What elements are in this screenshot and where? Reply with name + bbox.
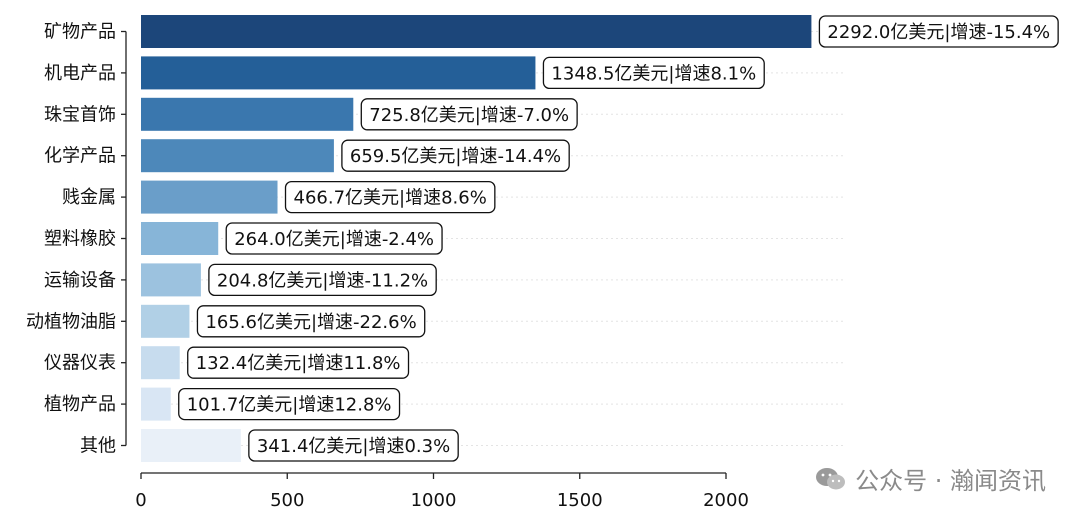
y-tick-label: 贱金属 — [62, 187, 116, 208]
x-tick-label: 0 — [135, 490, 146, 511]
data-label-text: 132.4亿美元|增速11.8% — [196, 353, 401, 374]
data-label-2: 1348.5亿美元|增速8.1% — [542, 56, 765, 90]
x-tick-label: 500 — [270, 490, 304, 511]
data-label-box — [360, 98, 578, 131]
y-tick-label: 矿物产品 — [44, 22, 116, 43]
x-tick-label: 1000 — [411, 490, 457, 511]
bar-9 — [141, 346, 180, 380]
bar-10 — [141, 387, 171, 421]
y-tick-label: 化学产品 — [44, 146, 116, 167]
data-label-8: 165.6亿美元|增速-22.6% — [196, 305, 426, 338]
y-tick-label: 运输设备 — [44, 270, 116, 291]
data-label-box — [284, 180, 496, 214]
data-label-text: 101.7亿美元|增速12.8% — [187, 395, 392, 416]
data-label-box — [818, 15, 1059, 48]
data-label-box — [542, 56, 765, 90]
data-label-text: 725.8亿美元|增速-7.0% — [369, 105, 569, 126]
data-label-box — [196, 305, 426, 338]
y-tick-label: 机电产品 — [44, 63, 116, 84]
bar-4 — [141, 139, 334, 173]
y-tick-label: 珠宝首饰 — [44, 104, 116, 125]
data-label-4: 659.5亿美元|增速-14.4% — [341, 139, 570, 172]
data-label-text: 165.6亿美元|增速-22.6% — [205, 312, 416, 333]
data-label-box — [187, 346, 410, 379]
data-label-11: 341.4亿美元|增速0.3% — [248, 429, 459, 462]
data-label-box — [225, 222, 443, 255]
data-label-text: 2292.0亿美元|增速-15.4% — [827, 22, 1050, 43]
bar-7 — [141, 263, 201, 297]
watermark: 公众号 · 瀚闻资讯 — [815, 461, 1046, 496]
data-label-box — [248, 429, 459, 462]
data-label-box — [208, 263, 437, 297]
bar-11 — [141, 429, 241, 462]
data-label-5: 466.7亿美元|增速8.6% — [284, 180, 496, 214]
data-label-10: 101.7亿美元|增速12.8% — [178, 387, 401, 421]
y-tick-label: 其他 — [80, 436, 116, 457]
bar-2 — [141, 56, 536, 90]
data-label-text: 659.5亿美元|增速-14.4% — [350, 146, 561, 167]
bar-6 — [141, 222, 219, 255]
data-label-9: 132.4亿美元|增速11.8% — [187, 346, 410, 379]
bar-5 — [141, 180, 278, 214]
bar-1 — [141, 15, 812, 48]
data-label-1: 2292.0亿美元|增速-15.4% — [818, 15, 1059, 48]
data-label-box — [178, 387, 401, 421]
y-tick-label: 植物产品 — [44, 394, 116, 415]
data-label-7: 204.8亿美元|增速-11.2% — [208, 263, 437, 297]
wechat-icon — [816, 467, 846, 489]
data-label-text: 204.8亿美元|增速-11.2% — [217, 270, 428, 291]
bar-3 — [141, 97, 354, 131]
watermark-text: 公众号 · 瀚闻资讯 — [855, 467, 1046, 495]
data-label-text: 1348.5亿美元|增速8.1% — [551, 63, 756, 84]
data-label-text: 341.4亿美元|增速0.3% — [257, 436, 450, 457]
y-tick-label: 动植物油脂 — [26, 311, 116, 332]
x-tick-label: 1500 — [557, 490, 603, 511]
data-label-6: 264.0亿美元|增速-2.4% — [225, 222, 443, 255]
x-tick-label: 2000 — [703, 490, 749, 511]
data-label-box — [341, 139, 570, 172]
bar-8 — [141, 304, 190, 338]
data-label-text: 264.0亿美元|增速-2.4% — [234, 229, 434, 250]
y-tick-label: 塑料橡胶 — [44, 229, 116, 250]
data-label-3: 725.8亿美元|增速-7.0% — [360, 98, 578, 131]
data-label-text: 466.7亿美元|增速8.6% — [294, 188, 487, 209]
y-tick-label: 仪器仪表 — [44, 353, 116, 374]
